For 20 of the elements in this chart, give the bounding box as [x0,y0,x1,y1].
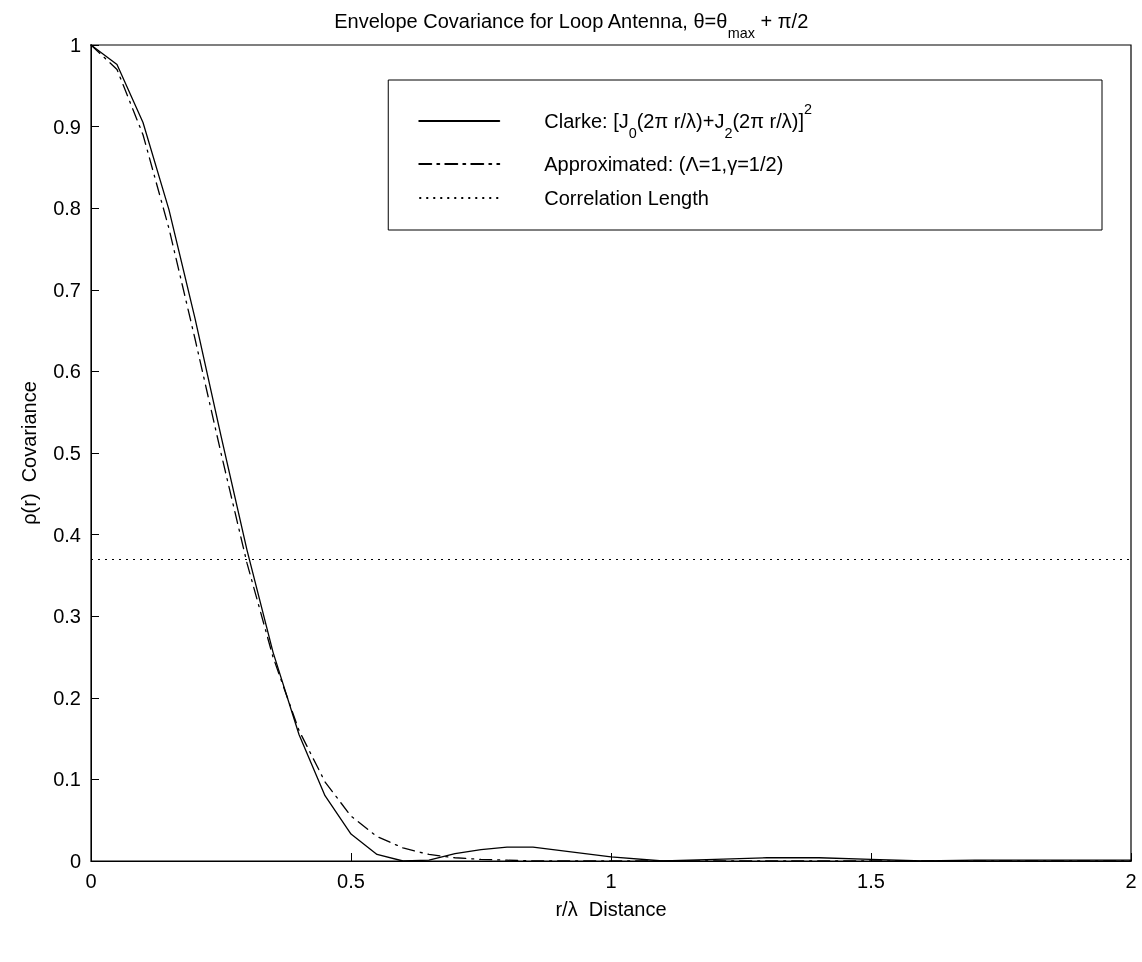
y-axis-title: ρ(r) Covariance [18,381,40,525]
y-tick-label: 0.5 [53,442,81,464]
x-tick-label: 2 [1125,870,1137,892]
x-tick-label: 0.5 [337,870,365,892]
x-tick-label: 1.5 [857,870,885,892]
y-tick-label: 0.7 [53,278,81,301]
y-tick-label: 0.8 [53,197,81,220]
y-tick-label: 0.2 [53,686,81,709]
x-tick-label: 1 [605,870,617,892]
y-tick-label: 0.4 [53,523,81,546]
y-tick-label: 0.3 [53,605,81,628]
y-tick-label: 0 [69,850,81,872]
x-tick-label: 0 [85,870,97,892]
y-tick-label: 0.9 [53,115,81,138]
x-axis-title: r/λ Distance [555,898,667,920]
legend-label: Correlation Length [544,187,709,209]
legend-label: Approximated: (Λ=1,γ=1/2) [544,153,784,175]
y-tick-label: 0.1 [53,768,81,791]
y-tick-label: 1 [69,34,81,56]
y-tick-label: 0.6 [53,360,81,383]
